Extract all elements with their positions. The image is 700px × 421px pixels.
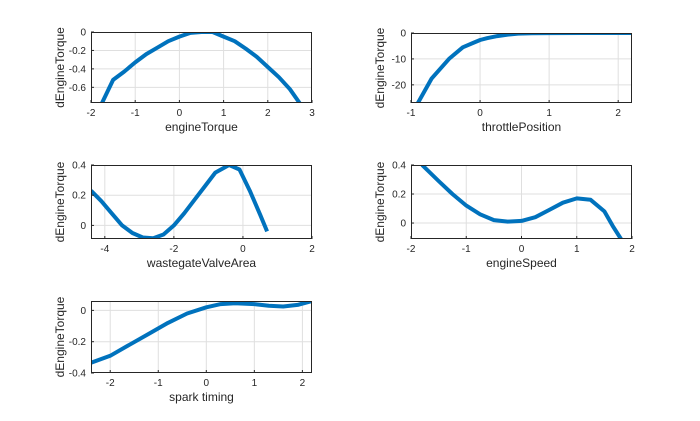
subplot-1: -2 -1 0 1 2 3-0.6-0.4-0.20engineTorquedEngine… bbox=[53, 27, 315, 134]
x-tick-label: 1 bbox=[546, 108, 552, 119]
axes-background bbox=[91, 301, 312, 373]
y-tick-label: 0.2 bbox=[392, 190, 406, 201]
y-tick-label: -0.4 bbox=[69, 64, 87, 75]
x-tick-label: 0 bbox=[177, 108, 183, 119]
x-tick-label: -2 bbox=[407, 244, 416, 255]
y-tick-label: -0.6 bbox=[69, 83, 87, 94]
axes-box bbox=[91, 165, 312, 239]
axes-box bbox=[91, 32, 312, 103]
y-tick-label: 0.4 bbox=[72, 161, 86, 172]
y-axis-label: dEngineTorque bbox=[373, 161, 387, 242]
y-tick-label: -0.2 bbox=[69, 337, 87, 348]
x-tick-label: -1 bbox=[154, 378, 163, 389]
x-tick-label: 0 bbox=[519, 244, 525, 255]
y-axis-label: dEngineTorque bbox=[53, 161, 67, 242]
x-tick-label: 2 bbox=[309, 244, 315, 255]
x-tick-label: -2 bbox=[87, 108, 96, 119]
y-tick-label: 0 bbox=[400, 29, 406, 40]
data-line bbox=[100, 32, 302, 103]
axes-box bbox=[91, 301, 312, 373]
x-tick-label: 1 bbox=[574, 244, 580, 255]
axes-box bbox=[411, 33, 632, 103]
x-tick-label: 1 bbox=[221, 108, 227, 119]
x-tick-label: 2 bbox=[629, 244, 635, 255]
x-axis-label: engineTorque bbox=[165, 120, 238, 134]
x-tick-label: 2 bbox=[300, 378, 306, 389]
y-tick-label: 0 bbox=[80, 28, 86, 39]
x-tick-label: -1 bbox=[407, 108, 416, 119]
x-axis-label: spark timing bbox=[169, 390, 234, 404]
x-tick-label: 2 bbox=[615, 108, 621, 119]
data-line bbox=[91, 301, 312, 365]
x-tick-label: 2 bbox=[265, 108, 271, 119]
subplot-4: -2 -1 0 1 2 0 0.2 0.4 engineSpeed dEngineTorque bbox=[373, 161, 635, 271]
x-tick-label: 3 bbox=[309, 108, 315, 119]
subplot-2: -1 0 1 2-20-100throttlePositiondEngineTorqu… bbox=[373, 27, 632, 134]
y-tick-label: 0 bbox=[80, 221, 86, 232]
y-tick-label: -20 bbox=[392, 80, 407, 91]
x-tick-label: -1 bbox=[462, 244, 471, 255]
y-tick-label: -0.4 bbox=[69, 369, 87, 380]
y-tick-label: 0 bbox=[400, 219, 406, 230]
x-axis-label: wastegateValveArea bbox=[146, 256, 257, 270]
data-line bbox=[420, 165, 623, 239]
x-tick-label: -2 bbox=[169, 244, 178, 255]
y-tick-label: 0.4 bbox=[392, 161, 406, 172]
y-axis-label: dEngineTorque bbox=[53, 27, 67, 108]
y-tick-label: 0.2 bbox=[72, 191, 86, 202]
y-tick-label: -10 bbox=[392, 54, 407, 65]
x-tick-label: -4 bbox=[100, 244, 109, 255]
x-tick-label: -2 bbox=[106, 378, 115, 389]
y-axis-label: dEngineTorque bbox=[373, 27, 387, 108]
x-axis-label: throttlePosition bbox=[482, 120, 561, 134]
axes-background bbox=[91, 32, 312, 103]
data-line bbox=[91, 165, 269, 239]
x-tick-label: 0 bbox=[240, 244, 246, 255]
axes-background bbox=[411, 33, 632, 103]
x-axis-label: engineSpeed bbox=[486, 256, 557, 270]
x-tick-label: 0 bbox=[204, 378, 210, 389]
y-tick-label: -0.2 bbox=[69, 46, 87, 57]
y-axis-label: dEngineTorque bbox=[53, 296, 67, 377]
x-tick-label: 1 bbox=[252, 378, 258, 389]
axes-background bbox=[91, 165, 312, 239]
x-tick-label: -1 bbox=[131, 108, 140, 119]
subplot-3: -4 -2 0 2 0 0.2 0.4 wastegateValveArea dEngineTo… bbox=[53, 161, 315, 271]
x-tick-label: 0 bbox=[477, 108, 483, 119]
y-tick-label: 0 bbox=[80, 306, 86, 317]
